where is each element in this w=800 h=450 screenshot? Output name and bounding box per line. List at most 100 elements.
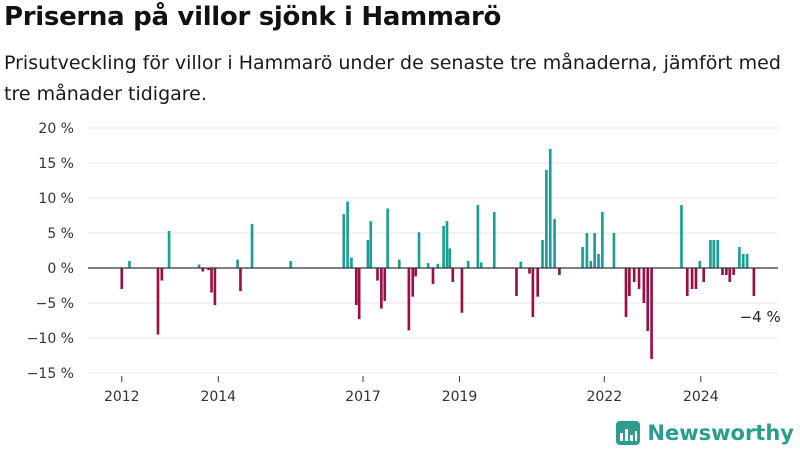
x-tick-label: 2024 bbox=[683, 389, 719, 405]
bar bbox=[712, 240, 716, 268]
bar bbox=[716, 240, 720, 268]
bar bbox=[628, 268, 631, 296]
bar bbox=[531, 268, 535, 317]
y-tick-label: −15 % bbox=[27, 366, 74, 382]
y-tick-label: 5 % bbox=[47, 226, 74, 242]
bar bbox=[466, 261, 470, 268]
x-tick-label: 2014 bbox=[200, 389, 236, 405]
bar bbox=[492, 212, 496, 268]
bar bbox=[650, 268, 653, 359]
bar bbox=[690, 268, 694, 289]
bar bbox=[167, 230, 171, 268]
y-tick-label: 0 % bbox=[47, 261, 74, 277]
chart-subtitle: Prisutveckling för villor i Hammarö unde… bbox=[4, 52, 781, 105]
bar bbox=[541, 240, 544, 268]
bar bbox=[741, 254, 745, 268]
bar bbox=[411, 268, 415, 297]
bar bbox=[685, 268, 689, 296]
bar bbox=[612, 233, 616, 268]
x-tick-label: 2019 bbox=[442, 389, 478, 405]
bar bbox=[210, 268, 213, 293]
bar bbox=[745, 254, 749, 268]
bar bbox=[156, 268, 160, 335]
bar bbox=[417, 232, 421, 268]
y-tick-label: 10 % bbox=[38, 191, 74, 207]
bar bbox=[407, 268, 411, 331]
bar bbox=[357, 268, 361, 320]
bar bbox=[728, 268, 732, 282]
bar bbox=[637, 268, 641, 289]
bar bbox=[445, 221, 449, 268]
bar bbox=[380, 268, 383, 309]
bar bbox=[624, 268, 628, 317]
bar bbox=[197, 264, 201, 268]
bar bbox=[236, 259, 239, 268]
bar bbox=[476, 205, 480, 268]
bar bbox=[201, 268, 205, 272]
bar bbox=[431, 268, 435, 285]
bars bbox=[88, 149, 778, 359]
brand-name: Newsworthy bbox=[647, 421, 794, 445]
brand-logo: Newsworthy bbox=[615, 420, 794, 446]
bar bbox=[593, 233, 596, 268]
bar bbox=[448, 248, 452, 268]
bar bbox=[160, 268, 164, 281]
bar bbox=[128, 261, 131, 268]
bar bbox=[589, 261, 593, 268]
bar bbox=[698, 261, 702, 268]
x-tick-label: 2012 bbox=[104, 389, 140, 405]
bar bbox=[632, 268, 636, 282]
bar bbox=[386, 208, 389, 268]
bar bbox=[721, 268, 724, 275]
y-tick-label: 15 % bbox=[38, 156, 74, 172]
last-value-annotation: −4 % bbox=[740, 308, 781, 326]
bar bbox=[548, 149, 552, 268]
bar bbox=[581, 247, 584, 268]
bar bbox=[207, 268, 210, 271]
grid-lines bbox=[88, 127, 778, 374]
bar bbox=[213, 268, 217, 306]
x-tick-label: 2022 bbox=[586, 389, 622, 405]
bar bbox=[426, 263, 430, 268]
bar bbox=[528, 268, 531, 274]
bar bbox=[120, 268, 124, 289]
bar bbox=[397, 259, 401, 268]
y-tick-label: 20 % bbox=[38, 121, 74, 137]
bar bbox=[239, 268, 242, 292]
bar bbox=[350, 257, 353, 268]
bar bbox=[342, 214, 346, 268]
bar bbox=[451, 268, 455, 282]
bar bbox=[369, 221, 373, 268]
bar bbox=[436, 263, 440, 268]
bar bbox=[642, 268, 646, 303]
bar bbox=[694, 268, 698, 289]
x-tick-label: 2017 bbox=[345, 389, 381, 405]
bar bbox=[376, 268, 379, 281]
bar bbox=[519, 261, 523, 268]
bar bbox=[545, 170, 548, 268]
bar bbox=[346, 201, 349, 268]
bar bbox=[442, 226, 445, 268]
bar bbox=[738, 247, 741, 268]
bar bbox=[515, 268, 518, 296]
bar bbox=[709, 240, 712, 268]
bar bbox=[383, 268, 387, 301]
bar bbox=[680, 205, 683, 268]
chart-title: Priserna på villor sjönk i Hammarö bbox=[4, 2, 502, 32]
bar bbox=[250, 223, 254, 268]
bar bbox=[460, 268, 464, 313]
bar bbox=[646, 268, 650, 331]
bar bbox=[479, 262, 483, 268]
bar bbox=[289, 261, 292, 268]
bar bbox=[752, 268, 756, 296]
bar bbox=[725, 268, 728, 275]
bar bbox=[366, 240, 370, 268]
bar bbox=[414, 268, 417, 277]
bar bbox=[558, 268, 561, 275]
bar bbox=[585, 233, 589, 268]
bar bbox=[354, 268, 358, 306]
bar bbox=[732, 268, 735, 275]
bar bbox=[601, 212, 604, 268]
bar bbox=[702, 268, 706, 282]
x-axis-ticks: 2012 2014 2017 2019 2022 2024 bbox=[104, 376, 719, 405]
